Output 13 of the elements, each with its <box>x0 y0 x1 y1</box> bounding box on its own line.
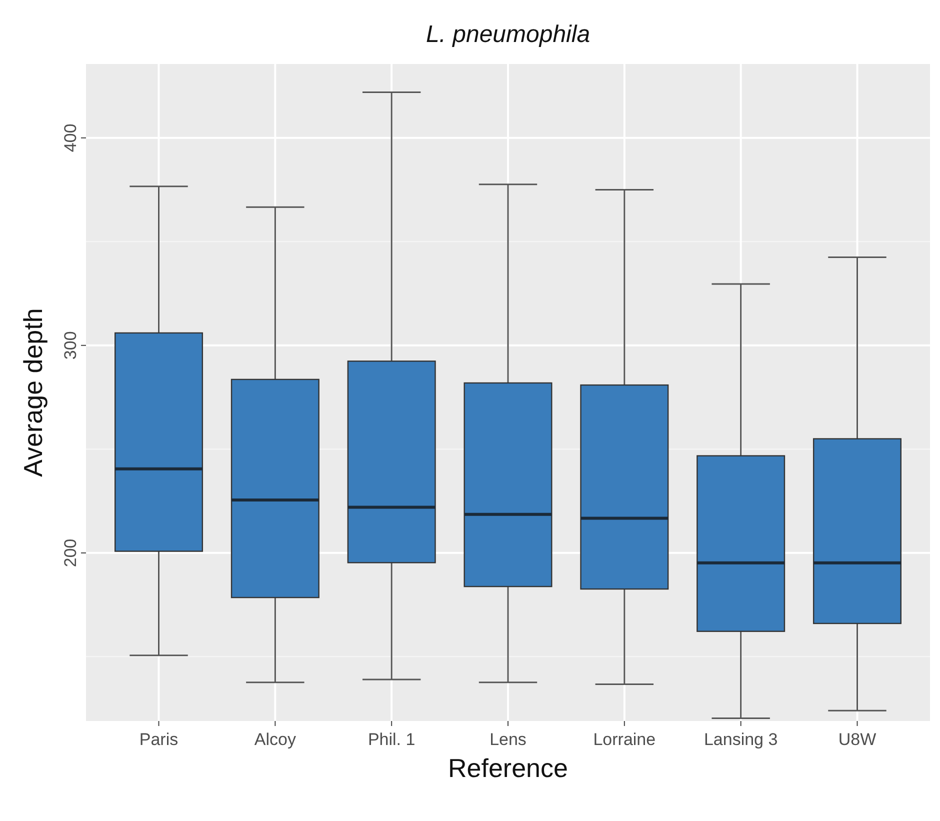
y-tick-label: 300 <box>61 331 80 360</box>
x-tick-label: Lansing 3 <box>704 730 778 749</box>
chart-title: L. pneumophila <box>426 21 590 48</box>
y-axis-title: Average depth <box>18 308 48 477</box>
x-tick-label: U8W <box>838 730 876 749</box>
x-tick-label: Lorraine <box>593 730 656 749</box>
x-tick-label: Phil. 1 <box>368 730 416 749</box>
x-axis-title: Reference <box>448 753 568 783</box>
y-tick-label: 200 <box>61 538 80 568</box>
x-tick-label: Paris <box>139 730 178 749</box>
y-tick-label: 400 <box>61 124 80 152</box>
x-tick-label: Alcoy <box>254 730 296 749</box>
x-tick-label: Lens <box>490 730 526 749</box>
